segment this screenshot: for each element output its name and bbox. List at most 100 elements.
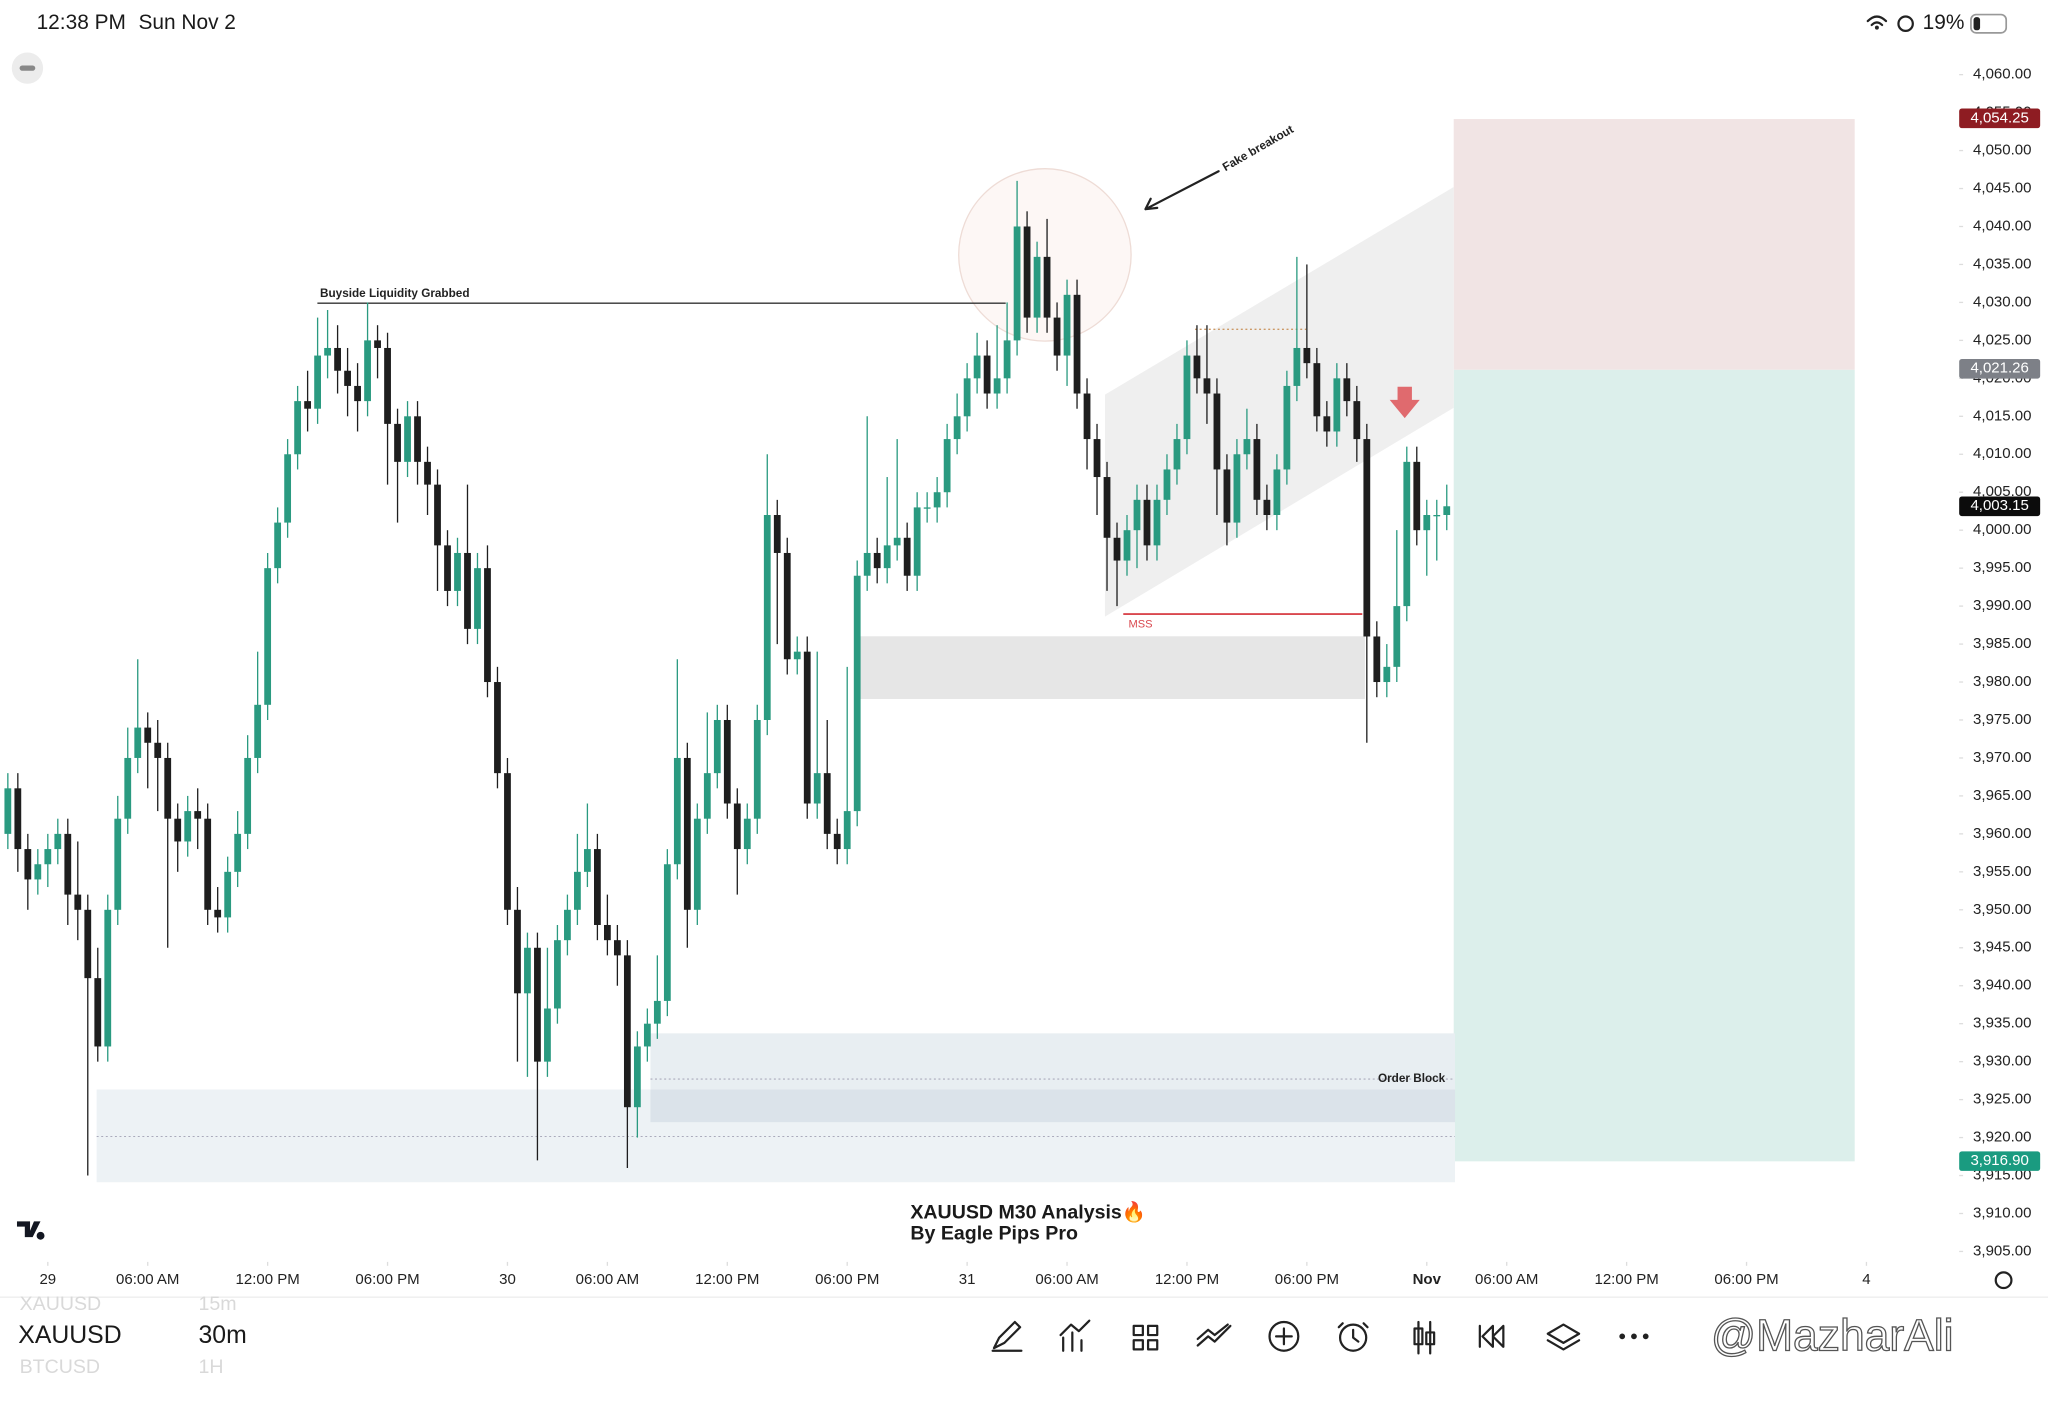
candle-body	[294, 401, 302, 455]
candle-body	[554, 940, 561, 1009]
candle-body	[703, 773, 711, 819]
candle-body	[1083, 393, 1091, 440]
candle-body	[494, 682, 501, 774]
battery-level	[1973, 17, 1981, 31]
layers-tool[interactable]	[1546, 1323, 1581, 1351]
candle-body	[943, 439, 951, 493]
candle-body	[594, 849, 601, 925]
compare-tool[interactable]	[1196, 1323, 1232, 1347]
candle-body	[204, 818, 212, 910]
indicators-tool[interactable]	[1059, 1319, 1091, 1352]
y-tick-label: 3,985.00	[1973, 635, 2031, 652]
candle-body	[1423, 514, 1431, 531]
focus-icon	[1897, 15, 1914, 32]
candle-body	[94, 978, 102, 1047]
x-tick-label: 29	[39, 1271, 56, 1288]
y-tick-label: 3,910.00	[1973, 1204, 2031, 1221]
symbol-interval[interactable]: 30m	[199, 1322, 247, 1349]
candle-body	[1183, 355, 1191, 440]
candle-body	[923, 507, 931, 509]
chart-type-tool[interactable]	[1413, 1320, 1436, 1355]
candle-body	[783, 552, 791, 660]
symbol-name[interactable]: BTCUSD	[20, 1356, 101, 1378]
candle-body	[354, 385, 361, 402]
candle-body	[1273, 469, 1281, 515]
minimize-glyph	[19, 65, 36, 71]
y-tick-label: 3,980.00	[1973, 673, 2031, 690]
candle-body	[194, 811, 202, 819]
candle-body	[4, 788, 12, 834]
candles	[4, 180, 1451, 1176]
candle-body	[1023, 226, 1031, 318]
candle-body	[304, 401, 312, 409]
settings-icon[interactable]	[1994, 1271, 2013, 1290]
candle-body	[973, 355, 981, 379]
candle-body	[1233, 454, 1241, 523]
candle-body	[1043, 256, 1051, 318]
x-tick-label: 12:00 PM	[1594, 1271, 1658, 1288]
symbol-name[interactable]: XAUUSD	[18, 1322, 121, 1349]
annotation: Buyside Liquidity Grabbed	[320, 287, 470, 300]
price-label-bg	[1959, 358, 2041, 379]
candle-body	[1173, 439, 1181, 470]
candle-body	[933, 492, 941, 508]
candle-body	[903, 537, 911, 576]
candle-body	[1033, 256, 1041, 318]
more-dot[interactable]	[1631, 1333, 1637, 1340]
candle-body	[633, 1046, 641, 1108]
order-block-overlap	[650, 1089, 1456, 1123]
candle-body	[244, 757, 252, 834]
replay-tool[interactable]	[1478, 1324, 1505, 1348]
candle-body	[1403, 461, 1411, 607]
candle-body	[1153, 499, 1161, 546]
candle-body	[733, 803, 741, 850]
more-dot[interactable]	[1642, 1333, 1649, 1340]
candle-body	[873, 552, 881, 569]
candle-body	[134, 727, 142, 758]
symbol-name[interactable]: XAUUSD	[20, 1293, 102, 1315]
candle-body	[1313, 363, 1321, 417]
candle-body	[324, 347, 331, 356]
candle-body	[224, 871, 232, 918]
candle-body	[953, 416, 961, 440]
layout-tool[interactable]	[1132, 1324, 1159, 1351]
watermark: @MazharAli	[1711, 1312, 1953, 1361]
symbol-interval[interactable]: 1H	[199, 1356, 224, 1378]
candle-body	[1283, 385, 1291, 470]
candle-body	[1213, 393, 1221, 470]
candle-body	[803, 651, 811, 804]
arrow-fake-breakout	[1144, 170, 1220, 211]
draw-tool[interactable]	[991, 1320, 1023, 1352]
candle-body	[823, 773, 831, 834]
candle-body	[1073, 294, 1081, 394]
candle-body	[444, 545, 451, 591]
candle-body	[833, 833, 841, 850]
candle-body	[1383, 666, 1391, 683]
sell-arrow	[1389, 386, 1420, 419]
more-dot[interactable]	[1619, 1333, 1626, 1340]
alert-tool[interactable]	[1338, 1323, 1368, 1352]
candle-body	[863, 552, 871, 576]
y-tick-label: 3,990.00	[1973, 597, 2031, 614]
candle-body	[394, 423, 401, 462]
candle-body	[1123, 530, 1131, 561]
candle-body	[544, 1008, 551, 1062]
candle-body	[1293, 347, 1301, 386]
x-tick-label: 06:00 AM	[1035, 1271, 1098, 1288]
candle-body	[64, 833, 72, 895]
y-tick-label: 3,945.00	[1973, 939, 2031, 956]
add-tool[interactable]	[1268, 1320, 1300, 1352]
candle-body	[284, 454, 292, 523]
candle-body	[434, 484, 441, 546]
candle-body	[893, 537, 901, 546]
candle-body	[1193, 355, 1201, 379]
candle-body	[1353, 401, 1361, 440]
candle-body	[344, 370, 351, 386]
candle-body	[1413, 461, 1421, 531]
candle-body	[853, 575, 861, 812]
symbol-interval[interactable]: 15m	[199, 1293, 237, 1315]
price-label: 4,003.15	[1970, 497, 2028, 514]
x-tick-label: 06:00 AM	[576, 1271, 639, 1288]
candle-body	[1443, 506, 1451, 515]
